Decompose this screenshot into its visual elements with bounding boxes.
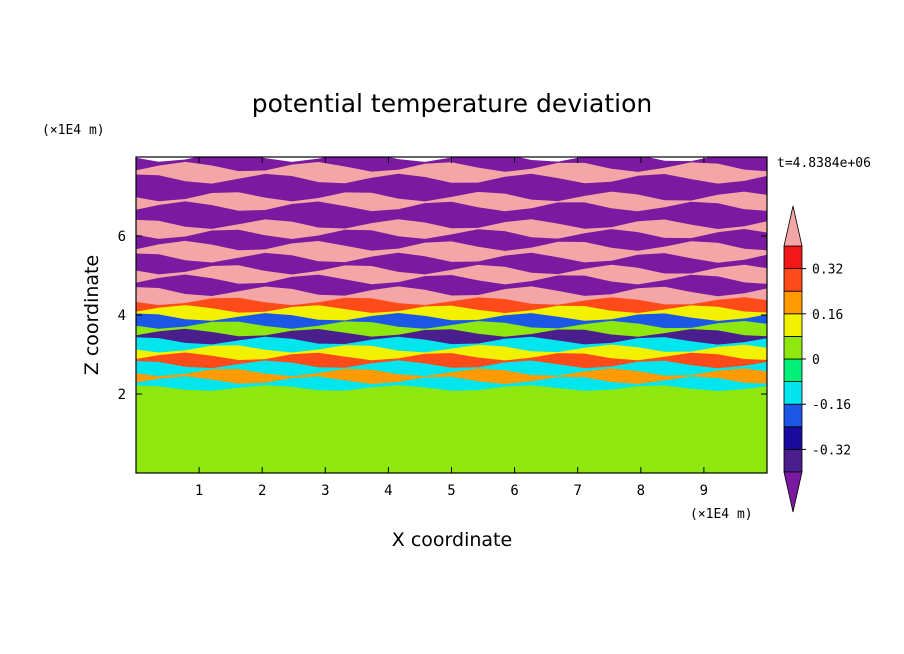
x-unit-label: (×1E4 m) (690, 507, 753, 522)
colorbar-swatch (783, 290, 803, 315)
contour-field (136, 157, 767, 473)
colorbar-swatch (783, 313, 803, 337)
y-tick-label: 6 (118, 229, 126, 245)
x-tick-label: 1 (195, 483, 203, 499)
colorbar: -0.32 -0.16 0 0.16 0.32 (783, 205, 851, 513)
x-axis-ticks: 1 2 3 4 5 6 7 8 9 (195, 157, 708, 499)
contour-band (136, 394, 767, 473)
contour-band (136, 286, 767, 308)
colorbar-over-triangle (783, 205, 803, 247)
colorbar-label: 0.16 (812, 308, 843, 323)
x-tick-label: 5 (447, 483, 455, 499)
y-axis-label: Z coordinate (81, 255, 103, 375)
x-tick-label: 2 (258, 483, 266, 499)
x-tick-label: 8 (637, 483, 645, 499)
x-axis-label: X coordinate (392, 529, 512, 551)
contour-band (136, 252, 767, 276)
contour-band (136, 313, 767, 331)
colorbar-swatch (783, 358, 803, 383)
colorbar-swatch (783, 426, 803, 450)
colorbar-under-triangle (783, 471, 803, 513)
x-tick-label: 3 (321, 483, 329, 499)
chart-title: potential temperature deviation (252, 89, 652, 118)
x-tick-label: 6 (510, 483, 518, 499)
colorbar-swatch (783, 448, 803, 473)
colorbar-label: -0.16 (812, 398, 851, 413)
x-tick-label: 9 (700, 483, 708, 499)
colorbar-swatch (783, 381, 803, 405)
y-tick-label: 2 (118, 387, 126, 403)
y-tick-label: 4 (118, 308, 126, 324)
colorbar-swatch (783, 268, 803, 292)
time-label: t=4.8384e+06 (777, 156, 871, 171)
x-tick-label: 7 (573, 483, 581, 499)
contour-band (136, 360, 767, 378)
contour-band (136, 219, 767, 240)
contour-band (136, 336, 767, 354)
colorbar-label: -0.32 (812, 443, 851, 458)
y-unit-label: (×1E4 m) (42, 123, 105, 138)
colorbar-label: 0 (812, 353, 820, 368)
x-tick-label: 4 (384, 483, 392, 499)
colorbar-swatch (783, 245, 803, 270)
colorbar-swatch (783, 335, 803, 360)
colorbar-swatch (783, 403, 803, 428)
y-axis-ticks: 2 4 6 (118, 229, 767, 403)
colorbar-label: 0.32 (812, 263, 843, 278)
